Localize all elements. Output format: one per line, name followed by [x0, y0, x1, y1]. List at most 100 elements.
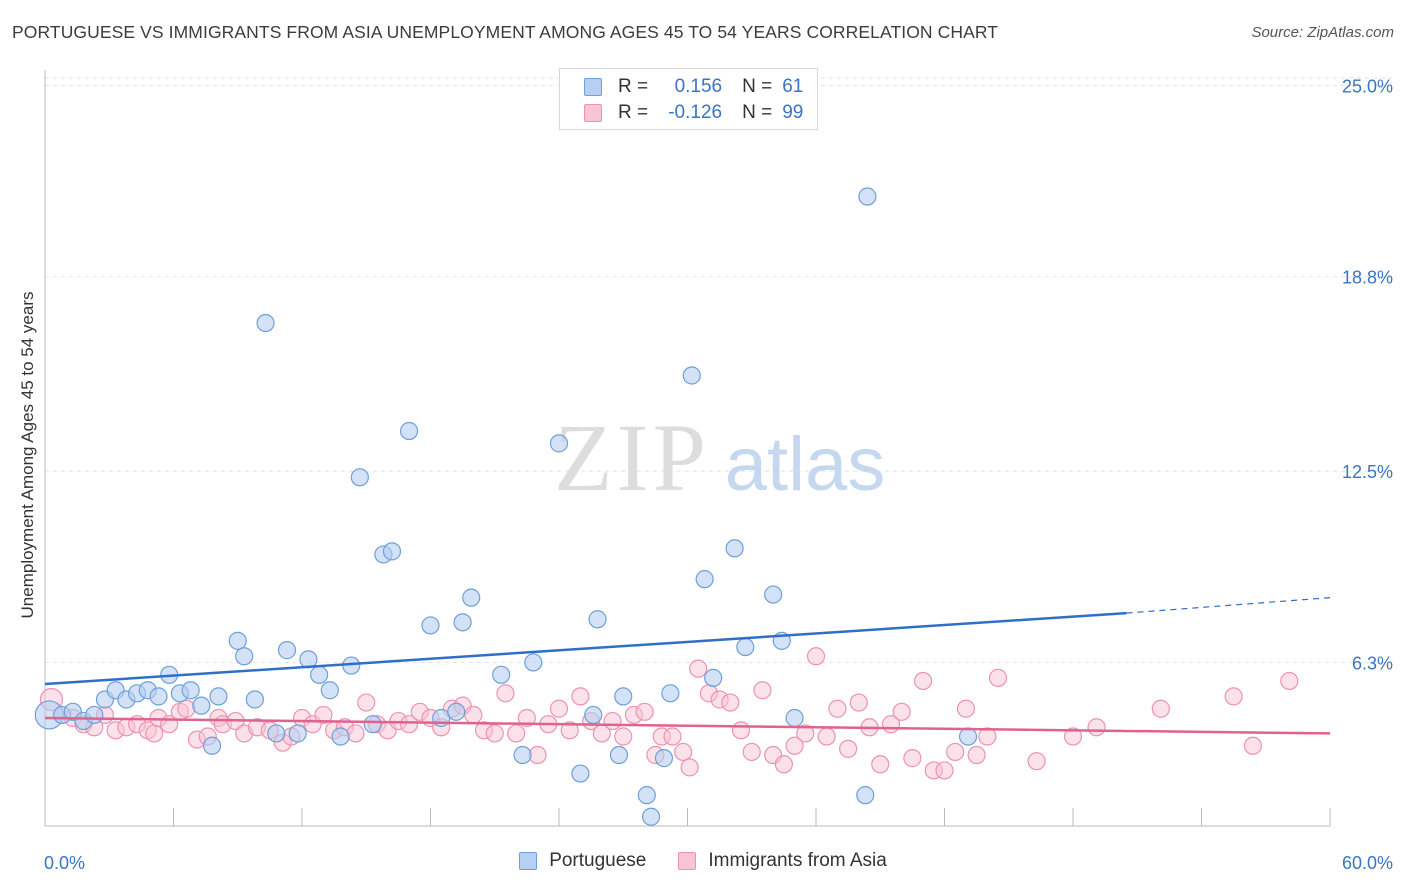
asia-point	[603, 711, 622, 731]
watermark: ZIP atlas	[554, 404, 885, 511]
portuguese-point	[858, 187, 877, 206]
portuguese-point	[245, 690, 264, 709]
asia-point	[913, 671, 933, 691]
asia-point	[357, 693, 376, 712]
portuguese-point	[637, 786, 656, 805]
asia-point	[507, 724, 526, 743]
legend-n-value: 99	[782, 102, 804, 123]
asia-point	[346, 724, 365, 743]
portuguese-point	[785, 708, 804, 728]
portuguese-point	[202, 736, 222, 755]
asia-point	[314, 705, 333, 725]
asia-point	[721, 693, 740, 712]
asia-point	[796, 724, 815, 743]
portuguese-point	[399, 421, 419, 441]
portuguese-trend-extension	[1126, 597, 1331, 614]
x-tick-label: 0.0%	[44, 853, 85, 873]
portuguese-point	[382, 542, 402, 561]
asia-point	[517, 708, 536, 728]
asia-point	[892, 702, 911, 721]
portuguese-point	[641, 807, 661, 826]
asia-point	[485, 724, 504, 743]
asia-swatch	[584, 104, 602, 122]
asia-point	[1027, 752, 1046, 771]
portuguese-trend-line	[44, 611, 1127, 686]
portuguese-point	[513, 745, 532, 765]
legend-label-asia: Immigrants from Asia	[708, 850, 887, 871]
portuguese-point	[695, 570, 714, 589]
asia-point	[1280, 671, 1299, 691]
asia-point	[635, 702, 654, 721]
asia-point	[1063, 727, 1083, 746]
portuguese-point	[661, 684, 680, 703]
asia-point	[742, 742, 761, 762]
portuguese-point	[85, 705, 104, 725]
asia-point	[1224, 687, 1243, 706]
bottom-legend: Portuguese Immigrants from Asia	[0, 850, 1406, 872]
asia-point	[871, 755, 890, 774]
legend-label-portuguese: Portuguese	[549, 850, 647, 871]
asia-point	[549, 699, 569, 718]
portuguese-point	[614, 687, 633, 706]
y-axis-label: Unemployment Among Ages 45 to 54 years	[18, 291, 37, 619]
portuguese-point	[228, 631, 247, 650]
portuguese-point	[320, 681, 339, 700]
asia-point	[689, 659, 708, 678]
asia-point	[1243, 736, 1263, 755]
legend-n-label: N =	[742, 102, 773, 123]
asia-point	[806, 647, 826, 666]
legend-r-label: R =	[618, 102, 649, 123]
asia-point	[903, 749, 922, 768]
asia-point	[753, 681, 772, 700]
legend-r-value: 0.156	[674, 76, 723, 97]
source-label: Source: ZipAtlas.com	[1251, 24, 1394, 41]
asia-point	[680, 758, 699, 777]
asia-point	[956, 699, 976, 718]
legend-r-label: R =	[618, 76, 649, 97]
asia-point	[967, 745, 986, 765]
portuguese-point	[588, 610, 607, 629]
asia-point	[560, 721, 579, 740]
portuguese-point	[421, 616, 440, 635]
asia-point	[978, 727, 997, 746]
asia-trend-line	[44, 716, 1331, 735]
asia-point	[828, 699, 847, 718]
portuguese-point	[549, 434, 569, 453]
legend-row-portuguese: R = 0.156 N = 61	[584, 74, 803, 100]
asia-point	[1087, 718, 1106, 737]
portuguese-point	[256, 313, 275, 333]
portuguese-point	[704, 668, 723, 687]
asia-point	[988, 668, 1008, 687]
portuguese-point	[609, 745, 629, 765]
x-tick-label: 60.0%	[1342, 853, 1393, 873]
asia-point	[849, 693, 868, 712]
bottom-legend-portuguese: Portuguese	[519, 850, 646, 872]
asia-point	[464, 705, 483, 725]
portuguese-point	[682, 366, 701, 385]
portuguese-point	[235, 647, 254, 666]
portuguese-point	[310, 665, 329, 684]
portuguese-point	[181, 681, 200, 700]
asia-point	[614, 727, 633, 746]
asia-point	[774, 755, 793, 774]
asia-point	[496, 684, 515, 703]
legend-n-label: N =	[742, 76, 773, 97]
watermark-atlas: atlas	[725, 422, 886, 507]
portuguese-point	[149, 687, 168, 706]
asia-point	[946, 742, 965, 762]
legend-r-value: -0.126	[668, 102, 723, 123]
legend-n-value: 61	[782, 76, 804, 97]
portuguese-point	[571, 764, 590, 783]
portuguese-point	[350, 468, 369, 487]
portuguese-point	[447, 702, 466, 721]
portuguese-point	[725, 539, 744, 558]
portuguese-point	[288, 724, 307, 743]
portuguese-point	[267, 724, 286, 743]
portuguese-point	[192, 696, 211, 715]
portuguese-point	[209, 687, 228, 706]
portuguese-point	[764, 585, 783, 604]
portuguese-point	[363, 715, 382, 734]
portuguese-point	[331, 727, 350, 746]
legend: R = 0.156 N = 61 R = -0.126 N = 99	[559, 68, 818, 130]
